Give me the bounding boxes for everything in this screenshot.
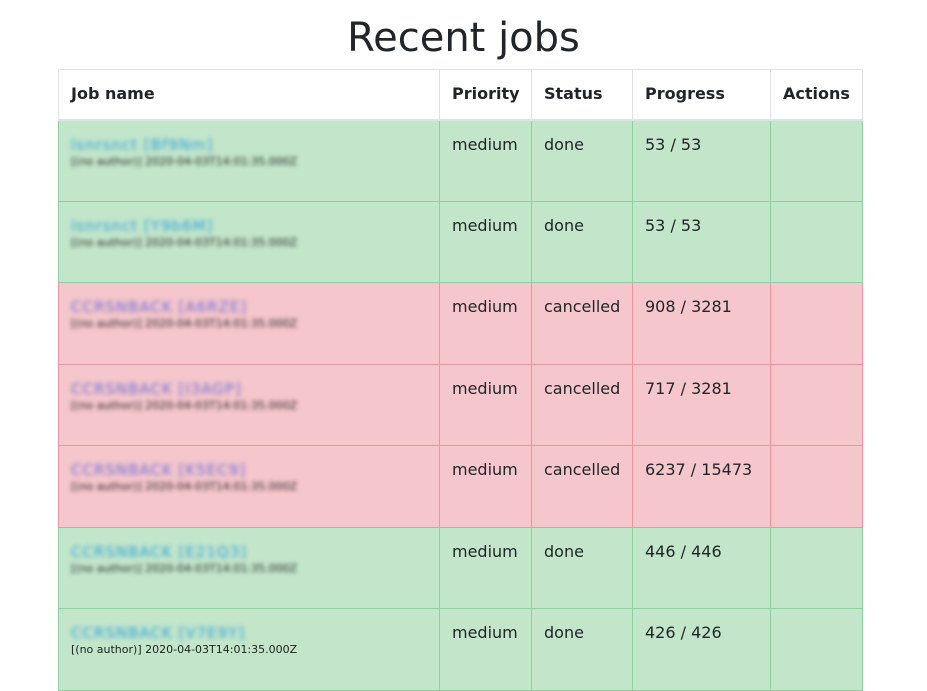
job-status: done bbox=[531, 608, 633, 691]
job-status: done bbox=[531, 200, 633, 283]
job-priority: medium bbox=[439, 608, 532, 691]
job-status: cancelled bbox=[531, 282, 633, 365]
job-name-cell: CCRSNBACK [I3AGP] [(no author)] 2020-04-0… bbox=[58, 363, 440, 446]
table-row: CCRSNBACK [I3AGP] [(no author)] 2020-04-0… bbox=[58, 363, 863, 446]
job-name-cell: lsnrsnct [Bf9Nm] [(no author)] 2020-04-03… bbox=[58, 119, 440, 202]
job-actions bbox=[770, 608, 863, 691]
job-meta: [(no author)] 2020-04-03T14:01:35.000Z bbox=[71, 235, 298, 249]
table-header-row: Job name Priority Status Progress Action… bbox=[58, 69, 863, 121]
job-priority: medium bbox=[439, 282, 532, 365]
header-status: Status bbox=[531, 69, 633, 121]
job-status: done bbox=[531, 526, 633, 609]
job-priority: medium bbox=[439, 363, 532, 446]
job-status: done bbox=[531, 119, 633, 202]
table-row: CCRSNBACK [E21Q3] [(no author)] 2020-04-0… bbox=[58, 526, 863, 609]
table-row: lsnrsnct [Y9b6M] [(no author)] 2020-04-03… bbox=[58, 200, 863, 283]
table-row: CCRSNBACK [V7E9Y] [(no author)] 2020-04-0… bbox=[58, 608, 863, 691]
job-name-cell: CCRSNBACK [K5EC9] [(no author)] 2020-04-0… bbox=[58, 445, 440, 528]
job-actions bbox=[770, 282, 863, 365]
job-progress: 717 / 3281 bbox=[632, 363, 771, 446]
job-name-link[interactable]: CCRSNBACK [I3AGP] bbox=[71, 379, 242, 398]
job-priority: medium bbox=[439, 119, 532, 202]
jobs-table: Job name Priority Status Progress Action… bbox=[58, 69, 863, 691]
header-actions: Actions bbox=[770, 69, 863, 121]
job-name-link[interactable]: CCRSNBACK [V7E9Y] bbox=[71, 624, 246, 642]
job-priority: medium bbox=[439, 445, 532, 528]
header-progress: Progress bbox=[632, 69, 771, 121]
job-name-cell: CCRSNBACK [A6RZE] [(no author)] 2020-04-0… bbox=[58, 282, 440, 365]
job-meta: [(no author)] 2020-04-03T14:01:35.000Z bbox=[71, 317, 298, 330]
job-actions bbox=[770, 363, 863, 446]
job-name-link[interactable]: lsnrsnct [Bf9Nm] bbox=[71, 135, 214, 154]
job-meta: [(no author)] 2020-04-03T14:01:35.000Z bbox=[71, 398, 298, 412]
job-rows: lsnrsnct [Bf9Nm] [(no author)] 2020-04-03… bbox=[58, 119, 863, 691]
job-progress: 53 / 53 bbox=[632, 200, 771, 283]
job-status: cancelled bbox=[531, 445, 633, 528]
header-job-name: Job name bbox=[58, 69, 440, 121]
job-actions bbox=[770, 200, 863, 283]
job-progress: 446 / 446 bbox=[632, 526, 771, 609]
job-actions bbox=[770, 526, 863, 609]
job-progress: 908 / 3281 bbox=[632, 282, 771, 365]
job-meta: [(no author)] 2020-04-03T14:01:35.000Z bbox=[71, 643, 298, 656]
job-priority: medium bbox=[439, 200, 532, 283]
job-status: cancelled bbox=[531, 363, 633, 446]
job-meta: [(no author)] 2020-04-03T14:01:35.000Z bbox=[71, 561, 298, 575]
job-actions bbox=[770, 445, 863, 528]
job-actions bbox=[770, 119, 863, 202]
header-priority: Priority bbox=[439, 69, 532, 121]
job-name-link[interactable]: CCRSNBACK [K5EC9] bbox=[71, 461, 247, 479]
page-title: Recent jobs bbox=[347, 15, 580, 61]
job-name-cell: lsnrsnct [Y9b6M] [(no author)] 2020-04-03… bbox=[58, 200, 440, 283]
job-priority: medium bbox=[439, 526, 532, 609]
job-name-cell: CCRSNBACK [E21Q3] [(no author)] 2020-04-0… bbox=[58, 526, 440, 609]
job-progress: 6237 / 15473 bbox=[632, 445, 771, 528]
job-name-link[interactable]: CCRSNBACK [A6RZE] bbox=[71, 298, 248, 316]
job-progress: 426 / 426 bbox=[632, 608, 771, 691]
job-meta: [(no author)] 2020-04-03T14:01:35.000Z bbox=[71, 154, 298, 168]
table-row: lsnrsnct [Bf9Nm] [(no author)] 2020-04-03… bbox=[58, 119, 863, 202]
job-name-link[interactable]: lsnrsnct [Y9b6M] bbox=[71, 216, 214, 235]
table-row: CCRSNBACK [K5EC9] [(no author)] 2020-04-0… bbox=[58, 445, 863, 528]
job-progress: 53 / 53 bbox=[632, 119, 771, 202]
table-row: CCRSNBACK [A6RZE] [(no author)] 2020-04-0… bbox=[58, 282, 863, 365]
job-name-cell: CCRSNBACK [V7E9Y] [(no author)] 2020-04-0… bbox=[58, 608, 440, 691]
job-meta: [(no author)] 2020-04-03T14:01:35.000Z bbox=[71, 480, 298, 493]
job-name-link[interactable]: CCRSNBACK [E21Q3] bbox=[71, 542, 248, 561]
